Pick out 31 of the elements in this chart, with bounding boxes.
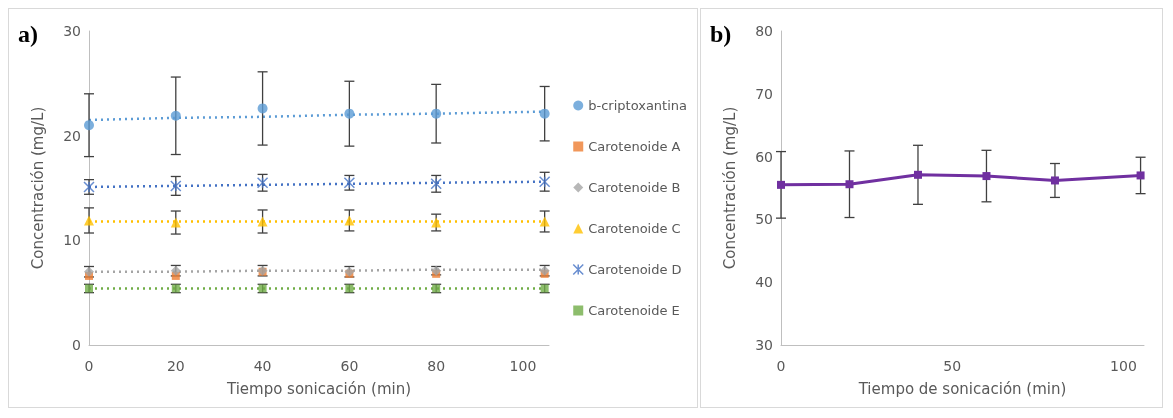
x-tick-label: 80 [427, 358, 446, 374]
x-tick-label: 100 [509, 358, 537, 374]
y-tick-label: 50 [755, 211, 773, 228]
legend-label: Carotenoide B [588, 180, 681, 195]
x-tick-label: 20 [166, 358, 185, 374]
x-tick-label: 0 [776, 358, 786, 374]
x-tick-label: 50 [943, 358, 962, 374]
y-tick-label: 30 [755, 337, 773, 353]
legend-label: Carotenoide A [588, 139, 681, 154]
chart-title: b) [710, 21, 732, 47]
chart-title: a) [18, 21, 38, 47]
x-tick-label: 100 [1110, 358, 1137, 374]
legend-label: Carotenoide D [588, 262, 682, 277]
x-tick-label: 40 [253, 358, 272, 374]
y-axis-title: Concentración (mg/L) [28, 106, 47, 270]
x-axis-title: Tiempo de sonicación (min) [857, 379, 1067, 398]
legend-label: Carotenoide E [588, 303, 680, 318]
y-tick-label: 70 [755, 85, 773, 102]
x-tick-label: 0 [84, 358, 94, 374]
legend-label: b-criptoxantina [588, 98, 687, 113]
y-tick-label: 60 [755, 148, 773, 165]
y-tick-label: 10 [63, 232, 81, 249]
y-tick-label: 30 [63, 23, 81, 39]
y-axis-title: Concentración (mg/L) [720, 106, 739, 270]
x-axis-title: Tiempo sonicación (min) [225, 379, 412, 398]
y-tick-label: 80 [755, 23, 773, 39]
y-tick-label: 40 [755, 274, 773, 291]
x-tick-label: 60 [340, 358, 359, 374]
legend-label: Carotenoide C [588, 221, 681, 236]
y-tick-label: 0 [72, 337, 81, 353]
y-tick-label: 20 [63, 127, 81, 144]
